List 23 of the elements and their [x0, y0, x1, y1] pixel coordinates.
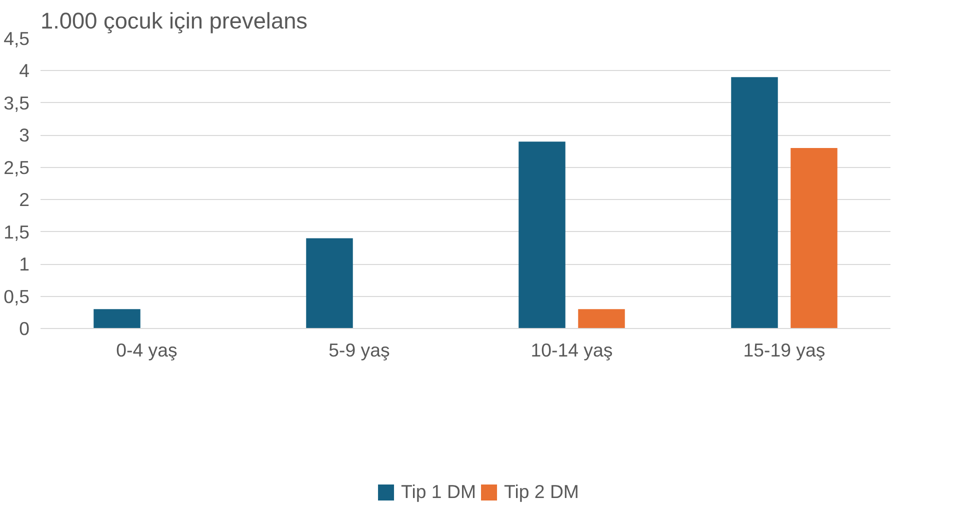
legend-label: Tip 1 DM	[401, 480, 476, 502]
x-tick-label: 10-14 yaş	[530, 340, 613, 360]
y-tick-label: 1,5	[4, 221, 30, 242]
y-tick-label: 4,5	[4, 28, 30, 49]
bar	[578, 309, 625, 328]
x-tick-label: 0-4 yaş	[116, 340, 178, 360]
bar	[94, 309, 140, 328]
bar	[518, 142, 566, 328]
x-tick-label: 5-9 yaş	[328, 340, 390, 360]
legend-label: Tip 2 DM	[504, 480, 579, 502]
bar	[731, 77, 778, 328]
y-tick-label: 4	[19, 60, 30, 82]
y-tick-label: 3	[19, 124, 30, 146]
y-tick-label: 0	[19, 318, 30, 339]
y-tick-label: 0,5	[4, 286, 30, 307]
x-tick-label: 15-19 yaş	[743, 340, 826, 360]
bar	[306, 238, 353, 328]
y-tick-label: 2,5	[4, 156, 30, 178]
bar	[790, 148, 838, 328]
y-tick-label: 1	[19, 254, 30, 275]
chart-title: 1.000 çocuk için prevelans	[40, 8, 308, 34]
y-tick-label: 2	[19, 189, 30, 210]
y-tick-label: 3,5	[4, 92, 30, 114]
